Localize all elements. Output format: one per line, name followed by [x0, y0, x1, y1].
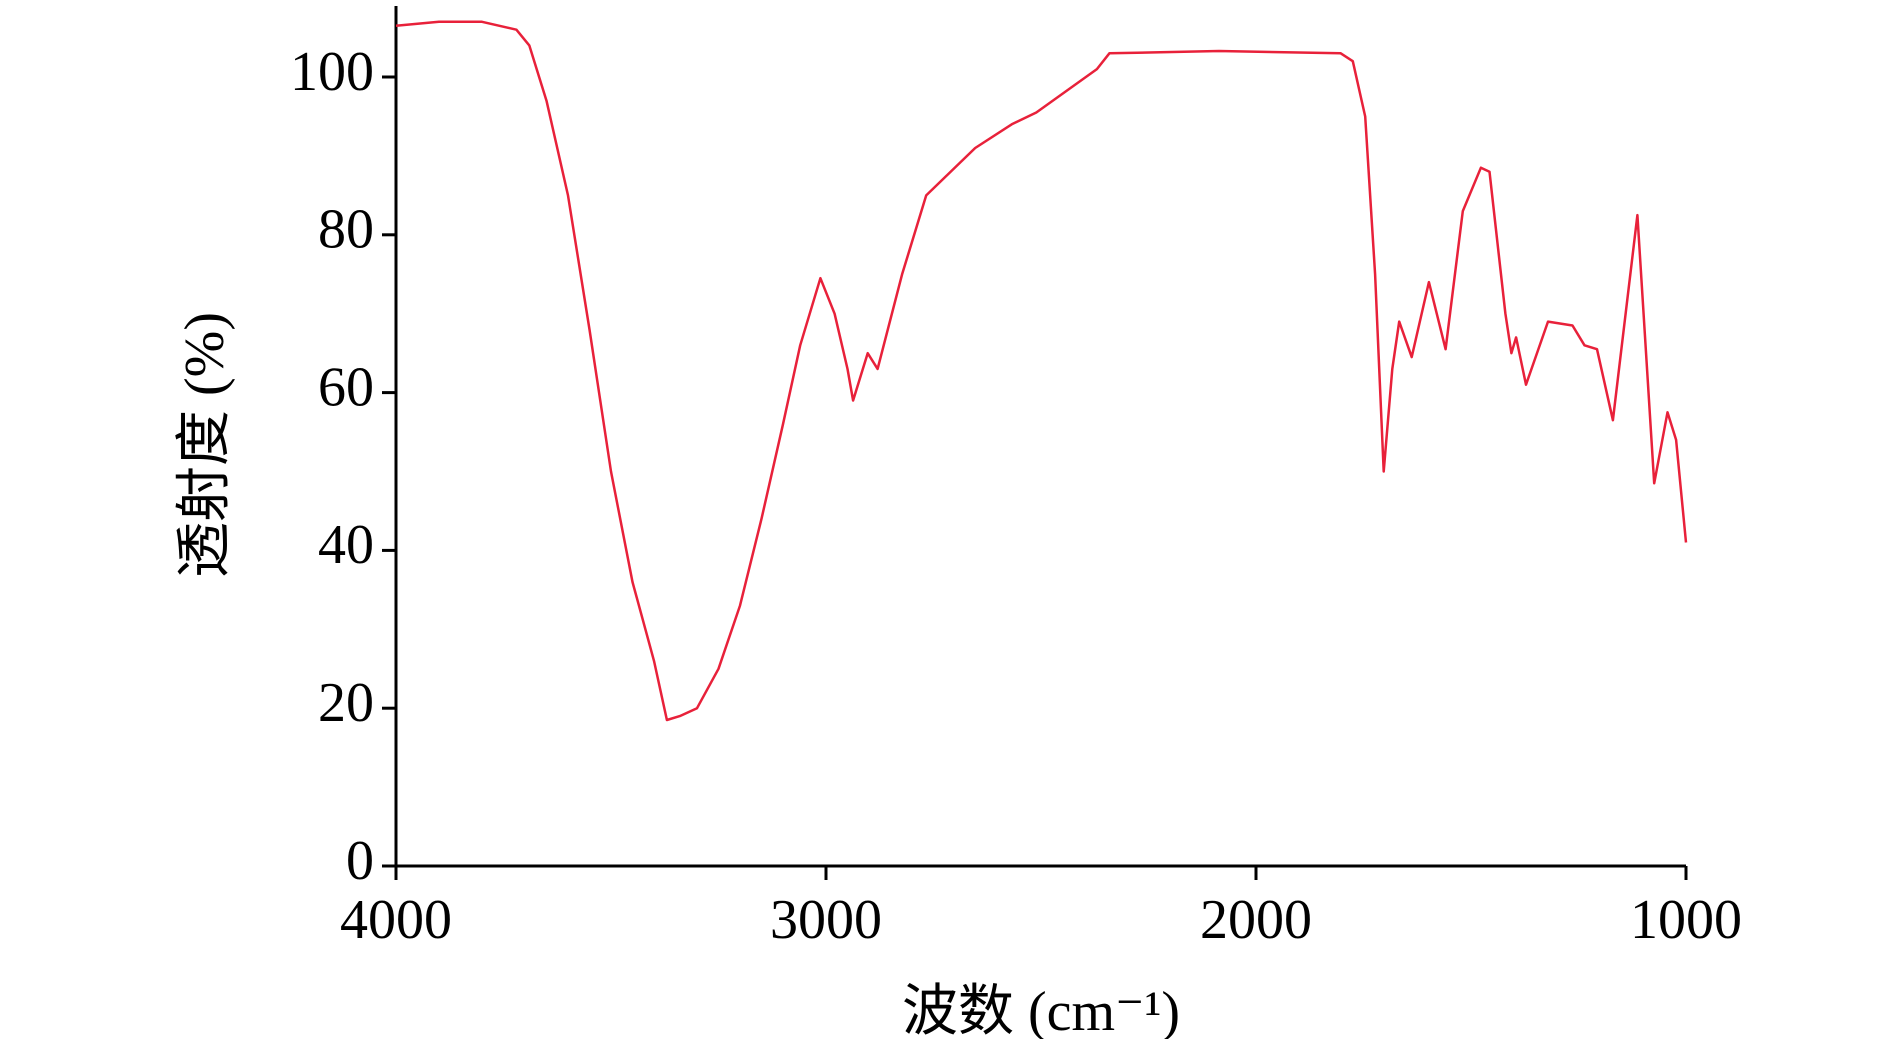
y-tick-label: 100 [290, 41, 374, 103]
x-tick-label: 3000 [770, 889, 882, 951]
x-tick-label: 4000 [340, 889, 452, 951]
y-tick-label: 40 [318, 514, 374, 576]
x-tick-label: 1000 [1630, 889, 1742, 951]
y-tick-label: 60 [318, 356, 374, 418]
y-tick-label: 20 [318, 672, 374, 734]
spectrum-line [395, 20, 1688, 722]
x-tick-label: 2000 [1200, 889, 1312, 951]
x-axis-label: 波数 (cm⁻¹) [902, 981, 1180, 1039]
y-tick-label: 0 [346, 830, 374, 892]
y-axis-label: 透射度 (%) [174, 312, 236, 578]
y-tick-label: 80 [318, 199, 374, 261]
